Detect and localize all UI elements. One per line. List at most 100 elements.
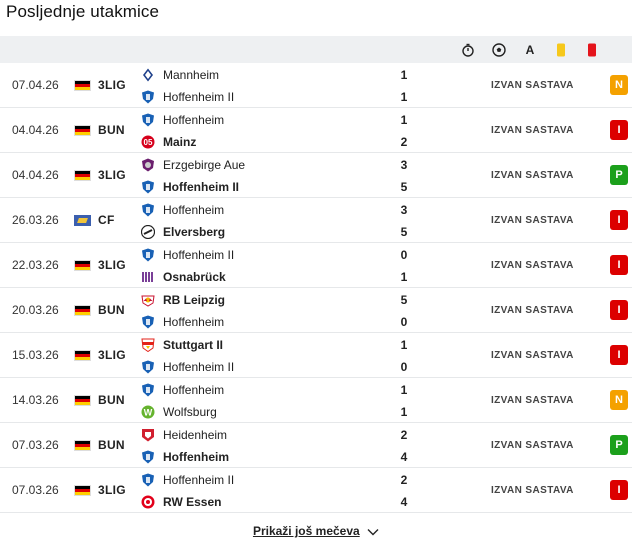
home-team[interactable]: RB Leipzig [141,290,225,310]
match-row[interactable]: 07.03.26 3LIG Hoffenheim II RW Essen 2 4 IZVAN… [0,468,632,513]
germany-flag-icon [74,440,91,451]
away-team[interactable]: Hoffenheim [141,312,224,332]
lineup-status: IZVAN SASTAVA [491,125,574,136]
competition-label[interactable]: 3LIG [98,168,126,182]
home-team[interactable]: Hoffenheim [141,380,224,400]
away-team[interactable]: 05 Mainz [141,132,196,152]
match-row[interactable]: 20.03.26 BUN RB Leipzig Hoffenheim 5 0 IZVAN S… [0,288,632,333]
competition-label[interactable]: CF [98,213,115,227]
away-score: 0 [400,360,408,374]
hoffenheim-logo-icon [141,90,155,104]
hoffenheim-logo-icon [141,113,155,127]
result-badge: I [610,480,628,500]
away-team[interactable]: Elversberg [141,222,225,242]
home-team-name: Heidenheim [163,428,228,442]
elversberg-logo-icon [141,225,155,239]
essen-logo-icon [141,495,155,509]
away-team[interactable]: RW Essen [141,492,221,512]
home-score: 1 [400,338,408,352]
home-team-name: Hoffenheim [163,203,225,217]
home-team-name: Stuttgart II [163,338,223,352]
result-badge: I [610,210,628,230]
away-team[interactable]: W Wolfsburg [141,402,217,422]
home-score: 1 [400,383,408,397]
hoffenheim-logo-icon [141,360,155,374]
match-row[interactable]: 04.04.26 3LIG Erzgebirge Aue Hoffenheim II 3… [0,153,632,198]
column-header-bar [0,36,632,63]
home-team[interactable]: Hoffenheim II [141,245,234,265]
match-row[interactable]: 15.03.26 3LIG Stuttgart II Hoffenheim II 1 0 I… [0,333,632,378]
match-row[interactable]: 04.04.26 BUN Hoffenheim 05 Mainz 1 2 IZVAN SAST… [0,108,632,153]
home-team[interactable]: Mannheim [141,65,219,85]
match-row[interactable]: 14.03.26 BUN Hoffenheim W Wolfsburg 1 1 IZVAN S… [0,378,632,423]
match-row[interactable]: 07.04.26 3LIG Mannheim Hoffenheim II 1 1 IZVAN… [0,63,632,108]
lineup-status: IZVAN SASTAVA [491,215,574,226]
home-team[interactable]: Hoffenheim [141,110,224,130]
home-team-name: Hoffenheim [163,383,225,397]
competition-label[interactable]: BUN [98,438,125,452]
away-score: 1 [400,90,408,104]
home-team-name: Hoffenheim II [163,473,235,487]
away-score: 1 [400,405,408,419]
match-date: 07.04.26 [12,78,59,92]
show-more-button[interactable]: Prikaži još mečeva [0,524,632,539]
match-row[interactable]: 07.03.26 BUN Heidenheim Hoffenheim 2 4 IZVAN S… [0,423,632,468]
chevron-down-icon [367,525,379,539]
match-row[interactable]: 26.03.26 CF Hoffenheim Elversberg 3 5 IZVAN SA… [0,198,632,243]
home-team[interactable]: Erzgebirge Aue [141,155,245,175]
germany-flag-icon [74,80,91,91]
competition-label[interactable]: 3LIG [98,483,126,497]
result-badge: I [610,300,628,320]
lineup-status: IZVAN SASTAVA [491,350,574,361]
away-team[interactable]: Hoffenheim II [141,177,239,197]
away-team-name: Hoffenheim II [163,180,240,194]
match-date: 04.04.26 [12,123,59,137]
competition-label[interactable]: 3LIG [98,348,126,362]
result-badge: I [610,255,628,275]
home-score: 3 [400,158,408,172]
match-date: 26.03.26 [12,213,59,227]
competition-label[interactable]: BUN [98,303,125,317]
lineup-status: IZVAN SASTAVA [491,170,574,181]
away-team-name: Hoffenheim [163,450,229,464]
germany-flag-icon [74,125,91,136]
result-badge: N [610,75,628,95]
home-team[interactable]: Hoffenheim [141,200,224,220]
football-icon [491,42,507,58]
competition-label[interactable]: BUN [98,393,125,407]
result-badge: P [610,165,628,185]
away-team-name: Mainz [163,135,197,149]
away-team[interactable]: Hoffenheim II [141,357,234,377]
competition-label[interactable]: 3LIG [98,258,126,272]
away-score: 2 [400,135,408,149]
assist-icon: A [525,43,535,57]
home-team[interactable]: Hoffenheim II [141,470,234,490]
away-team[interactable]: Osnabrück [141,267,226,287]
home-score: 2 [400,428,408,442]
home-team-name: Mannheim [163,68,220,82]
home-team[interactable]: Heidenheim [141,425,227,445]
match-date: 04.04.26 [12,168,59,182]
away-team-name: Elversberg [163,225,226,239]
away-team[interactable]: Hoffenheim II [141,87,234,107]
germany-flag-icon [74,260,91,271]
svg-text:05: 05 [144,138,153,147]
home-team-name: RB Leipzig [163,293,225,307]
lineup-status: IZVAN SASTAVA [491,80,574,91]
home-score: 3 [400,203,408,217]
away-score: 5 [400,180,408,194]
competition-label[interactable]: BUN [98,123,125,137]
away-team[interactable]: Hoffenheim [141,447,229,467]
match-row[interactable]: 22.03.26 3LIG Hoffenheim II Osnabrück 0 1 IZVA… [0,243,632,288]
germany-flag-icon [74,170,91,181]
mannheim-logo-icon [141,68,155,82]
stuttgart-logo-icon [141,338,155,352]
home-team[interactable]: Stuttgart II [141,335,223,355]
yellow-card-icon [553,42,569,58]
result-badge: N [610,390,628,410]
away-team-name: Hoffenheim [163,315,225,329]
competition-label[interactable]: 3LIG [98,78,126,92]
germany-flag-icon [74,395,91,406]
match-date: 07.03.26 [12,483,59,497]
away-team-name: RW Essen [163,495,222,509]
